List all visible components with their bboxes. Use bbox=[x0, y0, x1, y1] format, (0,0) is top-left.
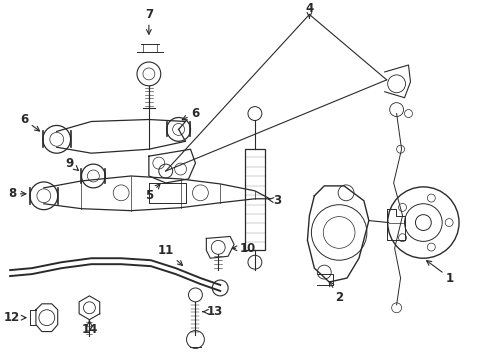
Text: 6: 6 bbox=[20, 113, 40, 131]
Text: 5: 5 bbox=[145, 184, 160, 202]
Text: 7: 7 bbox=[145, 8, 153, 34]
Text: 9: 9 bbox=[66, 157, 78, 170]
Text: 10: 10 bbox=[232, 242, 256, 255]
Text: 11: 11 bbox=[158, 244, 183, 265]
Text: 12: 12 bbox=[4, 311, 26, 324]
Text: 8: 8 bbox=[8, 187, 26, 200]
Text: 3: 3 bbox=[269, 194, 282, 207]
Text: 2: 2 bbox=[329, 282, 343, 304]
Text: 6: 6 bbox=[182, 107, 199, 120]
Text: 14: 14 bbox=[81, 320, 98, 336]
Text: 13: 13 bbox=[203, 305, 223, 318]
Text: 4: 4 bbox=[305, 2, 314, 18]
Text: 1: 1 bbox=[427, 261, 454, 284]
Bar bbox=[245, 149, 265, 250]
